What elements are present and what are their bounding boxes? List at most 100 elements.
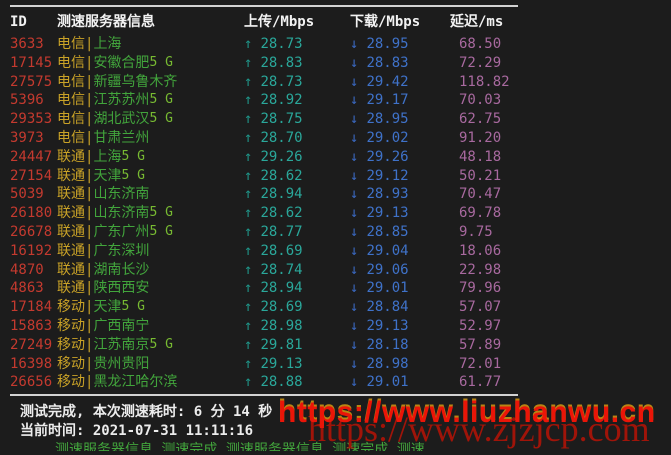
- upload-arrow-icon: ↑: [244, 129, 253, 146]
- carrier-separator: |: [85, 355, 94, 372]
- carrier-separator: |: [85, 111, 94, 128]
- server-name-cell: 电信|安徽合肥5 G: [57, 54, 244, 74]
- header-latency: 延迟/ms: [450, 14, 504, 30]
- server-name-cell: 联通|广东广州5 G: [57, 223, 244, 243]
- server-id-cell: 16398: [10, 355, 53, 372]
- carrier-label: 电信: [57, 111, 85, 128]
- server-name-cell: 电信|上海: [57, 35, 244, 55]
- latency-value: 57.89: [459, 336, 502, 353]
- latency-cell: 72.01: [450, 355, 671, 374]
- table-row: 26678 联通|广东广州5 G ↑ 28.77 ↓ 28.85 9.75: [0, 223, 671, 242]
- latency-value: 68.50: [459, 36, 502, 52]
- server-name-cell: 电信|湖北武汉5 G: [57, 110, 244, 130]
- download-arrow-icon: ↓: [350, 92, 359, 109]
- carrier-separator: |: [85, 299, 94, 316]
- download-cell: ↓ 29.06: [350, 261, 450, 280]
- city-label: 江苏南京: [93, 336, 150, 353]
- table-row: 17184 移动|天津5 G ↑ 28.69 ↓ 28.84 57.07: [0, 298, 671, 317]
- download-value: 29.13: [366, 205, 409, 222]
- download-cell: ↓ 29.17: [350, 91, 450, 110]
- fiveg-label: 5 G: [149, 92, 173, 108]
- upload-value: 28.75: [260, 111, 303, 128]
- server-id-cell: 16192: [10, 242, 53, 259]
- table-row: 27154 联通|天津5 G ↑ 28.62 ↓ 29.12 50.21: [0, 167, 671, 186]
- carrier-label: 移动: [57, 299, 85, 316]
- latency-cell: 48.18: [450, 148, 671, 167]
- download-value: 28.85: [366, 223, 409, 240]
- city-label: 新疆乌鲁木齐: [93, 73, 178, 90]
- horizontal-rule-top: [10, 5, 518, 7]
- latency-cell: 69.78: [450, 204, 671, 223]
- server-name-cell: 电信|新疆乌鲁木齐: [57, 73, 244, 93]
- upload-arrow-icon: ↑: [244, 336, 253, 353]
- upload-value: 28.70: [260, 129, 303, 146]
- download-value: 29.12: [366, 167, 409, 184]
- upload-value: 29.81: [260, 336, 303, 353]
- upload-arrow-icon: ↑: [244, 167, 253, 184]
- carrier-label: 联通: [57, 167, 85, 184]
- download-value: 29.06: [366, 261, 409, 278]
- watermark-liuzhanwu: https://www.liuzhanwu.cn: [278, 396, 656, 429]
- upload-cell: ↑ 28.94: [244, 185, 350, 204]
- download-arrow-icon: ↓: [350, 186, 359, 203]
- carrier-label: 电信: [57, 36, 85, 52]
- download-arrow-icon: ↓: [350, 129, 359, 146]
- carrier-separator: |: [85, 280, 94, 297]
- latency-value: 70.47: [459, 186, 502, 203]
- server-id-cell: 3633: [10, 36, 44, 52]
- server-id-cell: 5396: [10, 92, 44, 109]
- download-cell: ↓ 29.04: [350, 242, 450, 261]
- server-id-cell: 4870: [10, 261, 44, 278]
- latency-value: 9.75: [459, 223, 493, 240]
- server-name-cell: 移动|广西南宁: [57, 317, 244, 337]
- city-label: 广东深圳: [93, 242, 150, 259]
- latency-cell: 50.21: [450, 167, 671, 186]
- table-row: 27249 移动|江苏南京5 G ↑ 29.81 ↓ 28.18 57.89: [0, 336, 671, 355]
- city-label: 上海: [93, 148, 122, 165]
- download-cell: ↓ 28.83: [350, 54, 450, 73]
- fiveg-label: 5 G: [149, 205, 173, 221]
- carrier-label: 联通: [57, 148, 85, 165]
- upload-value: 28.69: [260, 299, 303, 316]
- download-cell: ↓ 29.01: [350, 373, 450, 392]
- city-label: 湖北武汉: [93, 111, 150, 128]
- download-arrow-icon: ↓: [350, 317, 359, 334]
- upload-arrow-icon: ↑: [244, 73, 253, 90]
- server-name-cell: 移动|江苏南京5 G: [57, 336, 244, 356]
- carrier-separator: |: [85, 336, 94, 353]
- upload-arrow-icon: ↑: [244, 36, 253, 52]
- upload-cell: ↑ 28.92: [244, 91, 350, 110]
- header-server: 测速服务器信息: [57, 14, 155, 30]
- latency-value: 70.03: [459, 92, 502, 109]
- city-label: 黑龙江哈尔滨: [93, 374, 178, 391]
- horizontal-rule-bottom: [10, 394, 518, 397]
- header-download: 下载/Mbps: [350, 14, 421, 30]
- download-value: 29.04: [366, 242, 409, 259]
- latency-cell: 70.03: [450, 91, 671, 110]
- download-cell: ↓ 28.95: [350, 35, 450, 54]
- latency-value: 18.06: [459, 242, 502, 259]
- upload-cell: ↑ 28.94: [244, 279, 350, 298]
- fiveg-label: 5 G: [121, 148, 145, 164]
- upload-cell: ↑ 28.62: [244, 204, 350, 223]
- carrier-separator: |: [85, 148, 94, 165]
- upload-cell: ↑ 28.83: [244, 54, 350, 73]
- table-row: 15863 移动|广西南宁 ↑ 28.98 ↓ 29.13 52.97: [0, 317, 671, 336]
- latency-cell: 70.47: [450, 185, 671, 204]
- download-cell: ↓ 29.26: [350, 148, 450, 167]
- download-arrow-icon: ↓: [350, 167, 359, 184]
- carrier-label: 电信: [57, 73, 85, 90]
- download-value: 29.42: [366, 73, 409, 90]
- upload-value: 28.73: [260, 73, 303, 90]
- table-body: 3633 电信|上海 ↑ 28.73 ↓ 28.95 68.50 17145 电信|…: [0, 35, 671, 392]
- city-label: 陕西西安: [93, 280, 150, 297]
- upload-value: 28.69: [260, 242, 303, 259]
- server-id-cell: 26678: [10, 223, 53, 240]
- carrier-separator: |: [85, 242, 94, 259]
- table-row: 4870 联通|湖南长沙 ↑ 28.74 ↓ 29.06 22.98: [0, 261, 671, 280]
- upload-cell: ↑ 28.62: [244, 167, 350, 186]
- table-row: 17145 电信|安徽合肥5 G ↑ 28.83 ↓ 28.83 72.29: [0, 54, 671, 73]
- upload-arrow-icon: ↑: [244, 111, 253, 128]
- table-row: 3633 电信|上海 ↑ 28.73 ↓ 28.95 68.50: [0, 35, 671, 54]
- carrier-separator: |: [85, 73, 94, 90]
